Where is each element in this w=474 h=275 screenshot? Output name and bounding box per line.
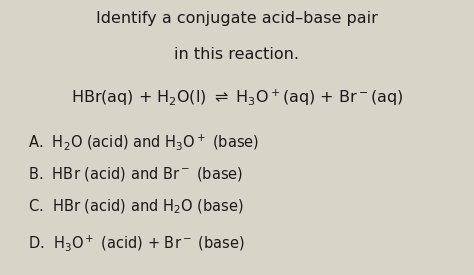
Text: in this reaction.: in this reaction. (174, 47, 300, 62)
Text: Identify a conjugate acid–base pair: Identify a conjugate acid–base pair (96, 11, 378, 26)
Text: C.  HBr (acid) and H$_2$O (base): C. HBr (acid) and H$_2$O (base) (28, 198, 244, 216)
Text: B.  HBr (acid) and Br$^-$ (base): B. HBr (acid) and Br$^-$ (base) (28, 165, 244, 183)
Text: D.  H$_3$O$^+$ (acid) + Br$^-$ (base): D. H$_3$O$^+$ (acid) + Br$^-$ (base) (28, 234, 245, 254)
Text: A.  H$_2$O (acid) and H$_3$O$^+$ (base): A. H$_2$O (acid) and H$_3$O$^+$ (base) (28, 132, 260, 152)
Text: HBr(aq) + H$_2$O(l) $\rightleftharpoons$ H$_3$O$^+$(aq) + Br$^-$(aq): HBr(aq) + H$_2$O(l) $\rightleftharpoons$… (71, 88, 403, 108)
